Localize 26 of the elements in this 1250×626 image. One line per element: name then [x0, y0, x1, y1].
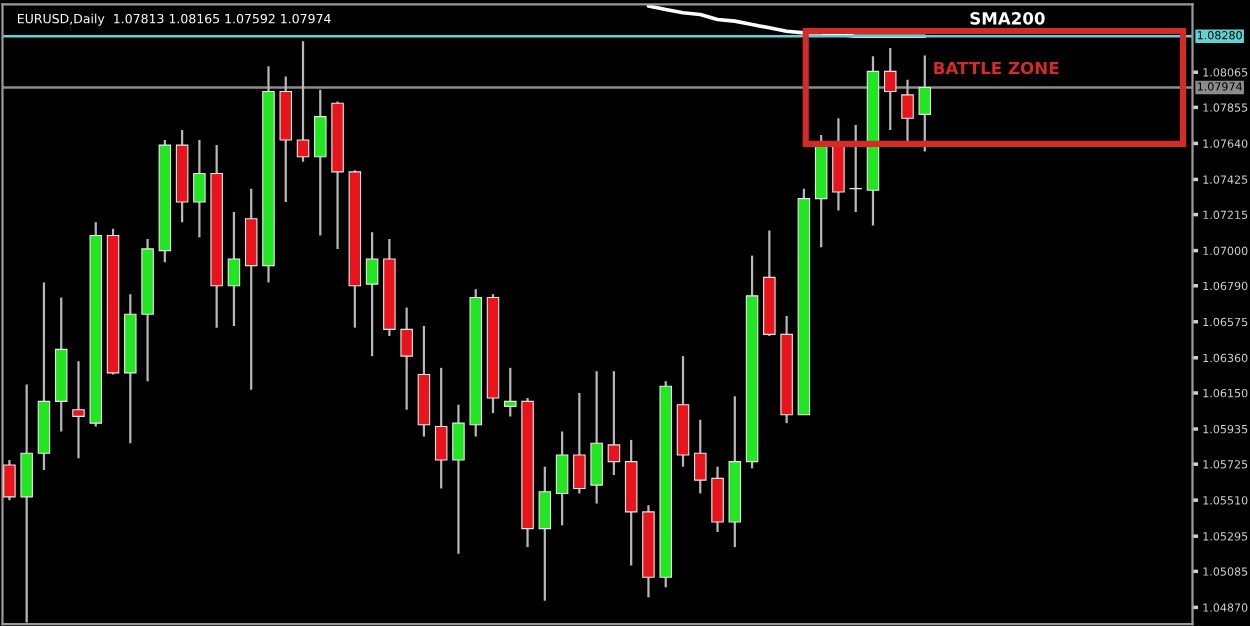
candlestick — [694, 418, 707, 495]
candlestick — [434, 366, 448, 490]
candlestick — [504, 366, 517, 418]
candlestick — [193, 138, 206, 239]
candlestick — [365, 231, 379, 358]
annotation: BATTLE ZONE — [934, 61, 1059, 75]
candlestick — [573, 391, 586, 495]
candlestick — [72, 360, 85, 460]
candlestick — [538, 465, 552, 602]
candlestick — [20, 383, 33, 624]
candlestick — [607, 370, 621, 477]
candlestick — [227, 210, 241, 328]
line-series — [646, 4, 927, 39]
text: SMA200 — [970, 12, 1045, 25]
candlestick — [901, 78, 914, 143]
candlestick — [244, 187, 258, 391]
candlestick — [400, 306, 413, 411]
candlestick — [3, 458, 16, 502]
candlestick — [296, 40, 310, 163]
candlestick — [883, 46, 897, 132]
candlestick — [314, 88, 327, 237]
candlestick — [555, 430, 569, 527]
candlestick — [711, 465, 724, 534]
candlestick — [918, 54, 932, 153]
candlestick — [590, 370, 603, 505]
candlestick — [452, 403, 465, 555]
